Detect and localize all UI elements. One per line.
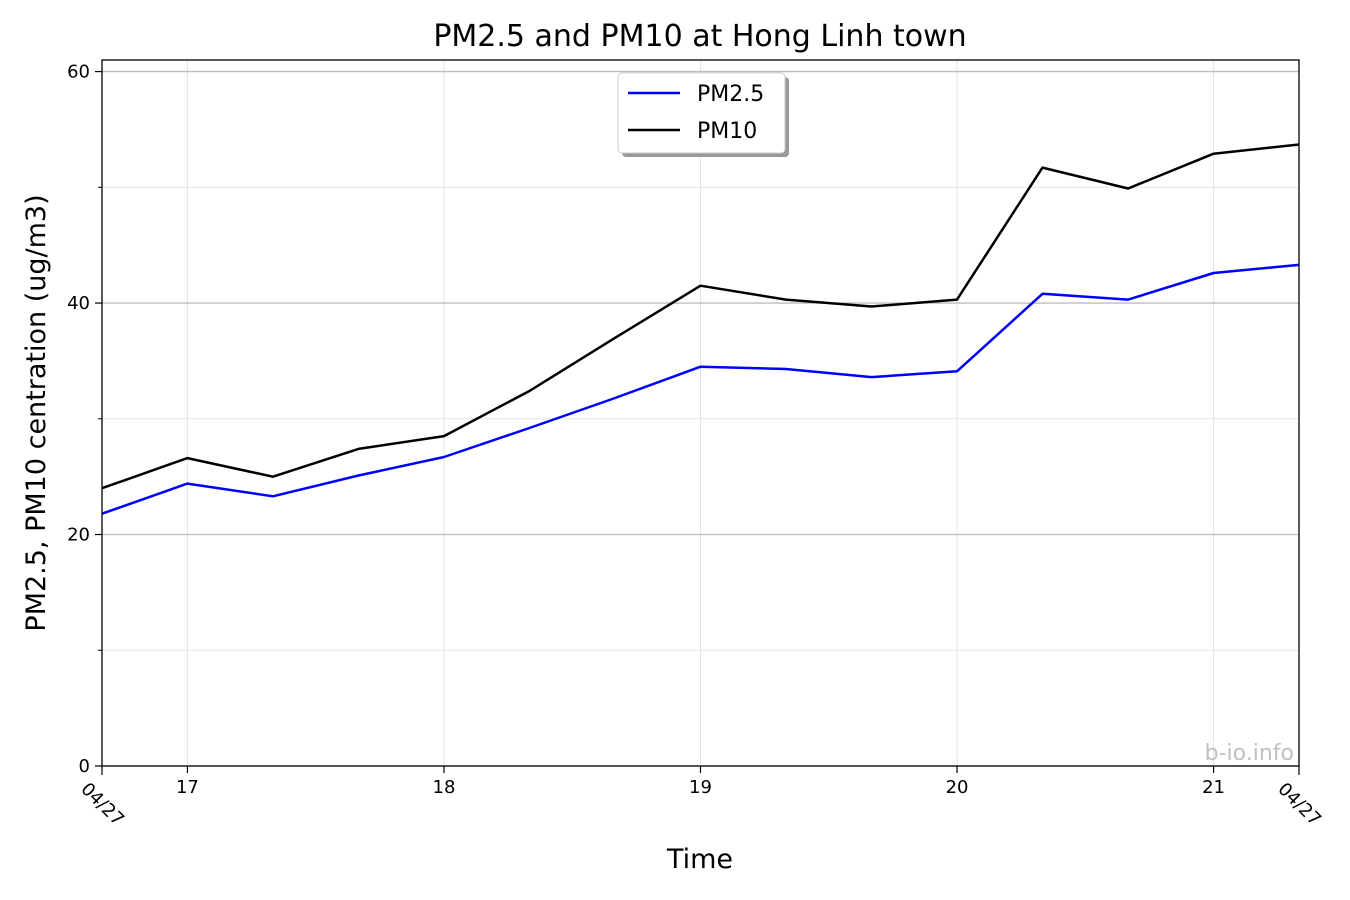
grid [102,60,1299,767]
x-axis-label: Time [666,844,733,875]
y-axis-label: PM2.5, PM10 centration (ug/m3) [21,194,52,631]
series-line-pm10 [101,143,1300,490]
legend-label: PM2.5 [697,82,764,107]
watermark: b-io.info [1205,741,1294,766]
x-tick-label: 20 [946,777,969,798]
y-tick-label: 20 [67,525,90,546]
y-tick-label: 60 [67,62,90,83]
y-axis: 0 20 40 60 [67,62,102,777]
x-tick-label: 18 [433,777,456,798]
legend-label: PM10 [697,119,757,144]
x-tick-label: 21 [1202,777,1225,798]
x-edge-label: 04/27 [1273,779,1325,831]
x-tick-label: 17 [176,777,199,798]
series-line-pm25 [101,263,1300,515]
chart-title: PM2.5 and PM10 at Hong Linh town [433,19,966,54]
x-axis: 17 18 19 20 21 04/27 04/27 [76,766,1325,830]
legend: PM2.5 PM10 [617,72,789,157]
x-edge-label: 04/27 [76,779,128,831]
series-lines [101,143,1300,515]
y-tick-label: 40 [67,293,90,314]
y-tick-label: 0 [79,756,90,777]
x-tick-label: 19 [689,777,712,798]
